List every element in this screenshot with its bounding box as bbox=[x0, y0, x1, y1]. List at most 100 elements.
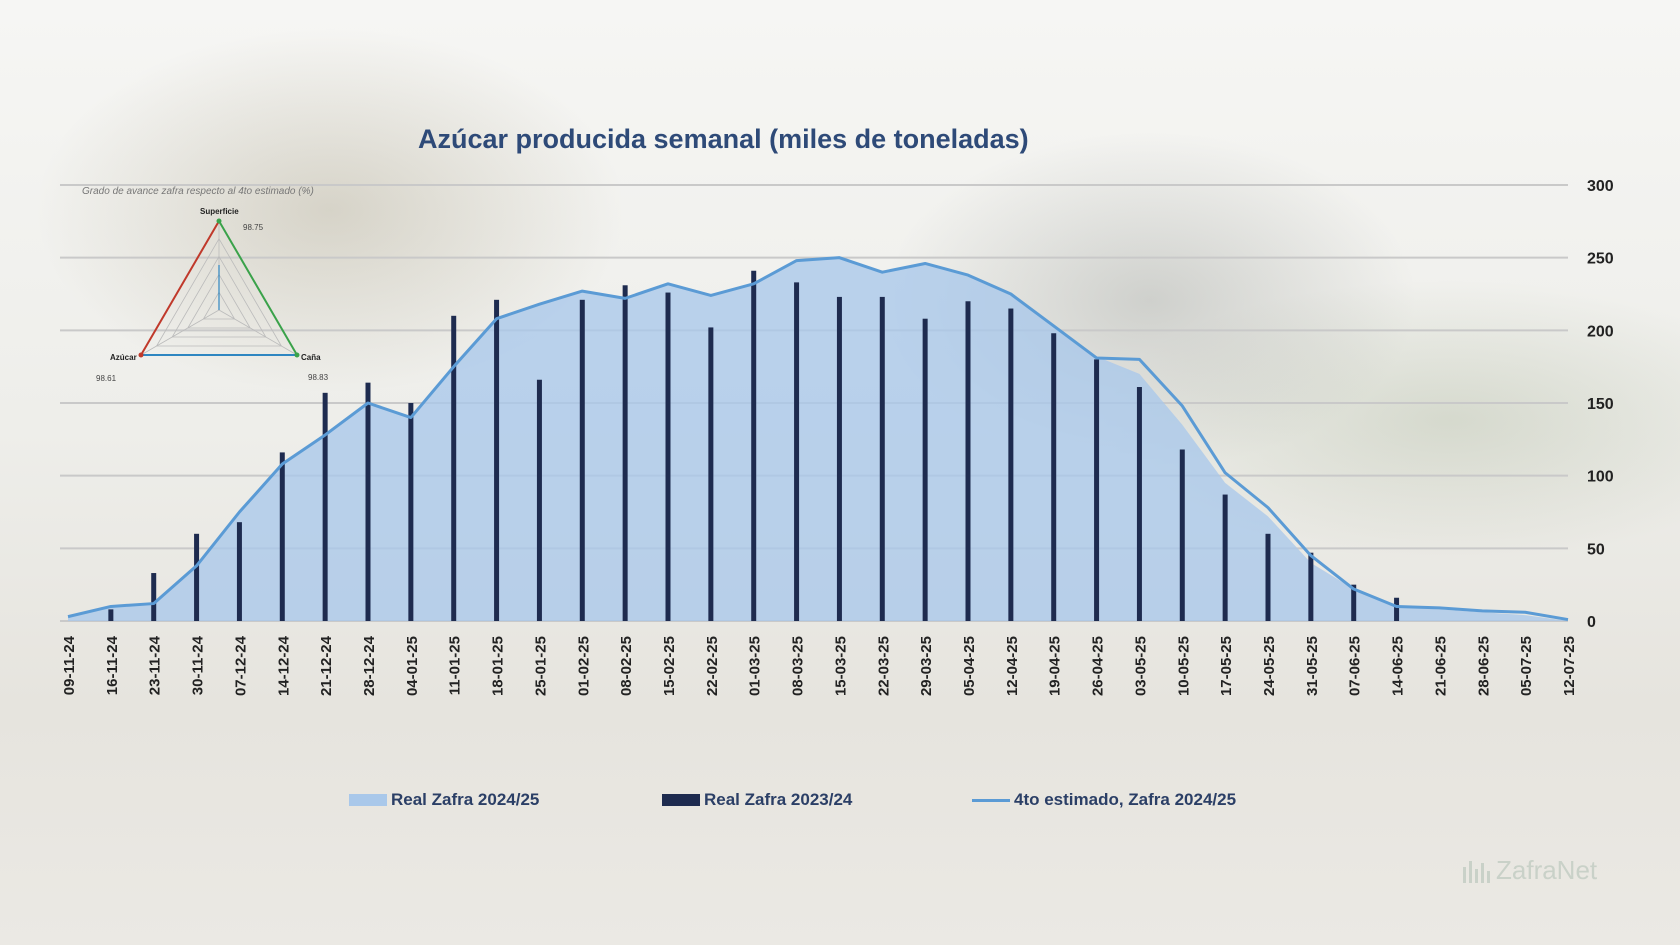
line-4to-estimado bbox=[67, 256, 1569, 622]
radar-spoke bbox=[140, 309, 220, 356]
radar-vertex bbox=[138, 352, 144, 358]
radar-gridline bbox=[155, 238, 283, 347]
legend-label-4to-estimado: 4to estimado, Zafra 2024/25 bbox=[1014, 790, 1237, 809]
x-tick-label: 14-12-24 bbox=[275, 635, 292, 696]
x-tick-label: 03-05-25 bbox=[1132, 636, 1149, 696]
radar-spoke bbox=[218, 309, 298, 356]
bar-real-zafra-2023-24 bbox=[408, 403, 414, 621]
radar-value-cana: 98.83 bbox=[308, 373, 329, 382]
radar-vertex bbox=[294, 352, 300, 358]
x-tick-label: 22-03-25 bbox=[875, 636, 892, 696]
radar-gridline bbox=[202, 291, 236, 320]
bar-real-zafra-2023-24 bbox=[1265, 533, 1271, 621]
y-tick-label: 50 bbox=[1587, 541, 1605, 558]
bar-real-zafra-2023-24 bbox=[194, 533, 200, 621]
bar-real-zafra-2023-24 bbox=[794, 282, 800, 621]
x-tick-label: 12-04-25 bbox=[1004, 636, 1021, 696]
y-tick-label: 100 bbox=[1587, 469, 1614, 486]
legend-swatch-line bbox=[972, 798, 1010, 802]
bar-real-zafra-2023-24 bbox=[751, 270, 757, 621]
bar-real-zafra-2023-24 bbox=[708, 327, 714, 621]
x-tick-label: 16-11-24 bbox=[104, 635, 121, 695]
x-tick-label: 15-03-25 bbox=[832, 636, 849, 696]
bar-real-zafra-2023-24 bbox=[1094, 359, 1100, 621]
bar-real-zafra-2023-24 bbox=[1136, 387, 1142, 621]
legend-item-real-2023-24: Real Zafra 2023/24 bbox=[662, 789, 852, 811]
x-tick-label: 30-11-24 bbox=[190, 635, 207, 695]
x-tick-label: 28-12-24 bbox=[361, 635, 378, 696]
x-tick-label: 22-02-25 bbox=[704, 636, 721, 696]
y-tick-label: 200 bbox=[1587, 323, 1614, 340]
x-tick-label: 12-07-25 bbox=[1561, 636, 1578, 696]
radar-title: Grado de avance zafra respecto al 4to es… bbox=[82, 186, 314, 197]
bar-real-zafra-2023-24 bbox=[1222, 494, 1228, 621]
x-tick-label: 01-02-25 bbox=[575, 636, 592, 696]
x-tick-label: 18-01-25 bbox=[490, 636, 507, 696]
y-tick-label: 0 bbox=[1587, 614, 1596, 631]
x-tick-label: 26-04-25 bbox=[1090, 636, 1107, 696]
bar-real-zafra-2023-24 bbox=[365, 382, 371, 621]
legend-swatch-area bbox=[349, 794, 387, 806]
radar-axis-label-superficie: Superficie bbox=[200, 207, 239, 216]
y-tick-label: 150 bbox=[1587, 396, 1614, 413]
x-tick-label: 07-12-24 bbox=[232, 635, 249, 696]
x-tick-label: 15-02-25 bbox=[661, 636, 678, 696]
x-tick-label: 09-11-24 bbox=[61, 635, 78, 695]
radar-edge bbox=[218, 220, 298, 356]
bar-real-zafra-2023-24 bbox=[922, 318, 928, 621]
radar-axis-label-azucar: Azúcar bbox=[110, 353, 137, 362]
radar-edge bbox=[140, 220, 220, 356]
legend-item-real-2024-25: Real Zafra 2024/25 bbox=[349, 789, 539, 811]
radar-axis-label-cana: Caña bbox=[301, 353, 321, 362]
radar-gridline bbox=[171, 255, 267, 338]
bar-real-zafra-2023-24 bbox=[1351, 584, 1357, 621]
bar-real-zafra-2023-24 bbox=[1179, 449, 1185, 621]
x-tick-label: 11-01-25 bbox=[447, 636, 464, 695]
x-tick-label: 10-05-25 bbox=[1175, 636, 1192, 696]
area-real-zafra-2024-25 bbox=[68, 257, 1568, 621]
x-tick-label: 24-05-25 bbox=[1261, 636, 1278, 696]
bars-logo-icon bbox=[1463, 860, 1490, 883]
legend-label-real-2024-25: Real Zafra 2024/25 bbox=[391, 790, 540, 809]
bar-real-zafra-2023-24 bbox=[1008, 308, 1014, 621]
x-tick-label: 07-06-25 bbox=[1347, 636, 1364, 696]
brand-name: ZafraNet bbox=[1496, 855, 1598, 885]
radar-gridline bbox=[187, 273, 251, 329]
x-tick-label: 04-01-25 bbox=[404, 636, 421, 696]
bar-real-zafra-2023-24 bbox=[451, 315, 457, 621]
legend-label-real-2023-24: Real Zafra 2023/24 bbox=[704, 790, 853, 809]
bar-real-zafra-2023-24 bbox=[494, 299, 500, 621]
x-tick-label: 14-06-25 bbox=[1390, 636, 1407, 696]
bar-real-zafra-2023-24 bbox=[108, 609, 114, 621]
bar-real-zafra-2023-24 bbox=[965, 301, 971, 621]
x-tick-label: 05-04-25 bbox=[961, 636, 978, 696]
y-tick-label: 250 bbox=[1587, 251, 1614, 268]
bar-real-zafra-2023-24 bbox=[236, 522, 242, 621]
x-tick-label: 05-07-25 bbox=[1518, 636, 1535, 696]
bar-real-zafra-2023-24 bbox=[879, 296, 885, 621]
radar-value-azucar: 98.61 bbox=[96, 374, 117, 383]
bar-real-zafra-2023-24 bbox=[1051, 333, 1057, 621]
x-tick-label: 19-04-25 bbox=[1047, 636, 1064, 696]
x-tick-label: 08-03-25 bbox=[790, 636, 807, 696]
radar-vertex bbox=[216, 218, 222, 224]
bar-real-zafra-2023-24 bbox=[836, 296, 842, 621]
bar-real-zafra-2023-24 bbox=[279, 452, 285, 621]
legend-swatch-bar bbox=[662, 794, 700, 806]
bar-real-zafra-2023-24 bbox=[579, 299, 585, 621]
bar-real-zafra-2023-24 bbox=[665, 292, 671, 621]
x-tick-label: 31-05-25 bbox=[1304, 636, 1321, 696]
bar-real-zafra-2023-24 bbox=[1308, 552, 1314, 621]
x-tick-label: 21-06-25 bbox=[1432, 636, 1449, 696]
zafranet-brand: ZafraNet bbox=[1462, 855, 1597, 886]
x-tick-label: 01-03-25 bbox=[747, 636, 764, 696]
x-tick-label: 17-05-25 bbox=[1218, 636, 1235, 696]
x-tick-label: 28-06-25 bbox=[1475, 636, 1492, 696]
x-tick-label: 29-03-25 bbox=[918, 636, 935, 696]
legend-item-4to-estimado: 4to estimado, Zafra 2024/25 bbox=[972, 789, 1236, 811]
x-tick-label: 25-01-25 bbox=[532, 636, 549, 696]
x-tick-label: 23-11-24 bbox=[147, 635, 164, 695]
chart-title: Azúcar producida semanal (miles de tonel… bbox=[418, 124, 1029, 154]
